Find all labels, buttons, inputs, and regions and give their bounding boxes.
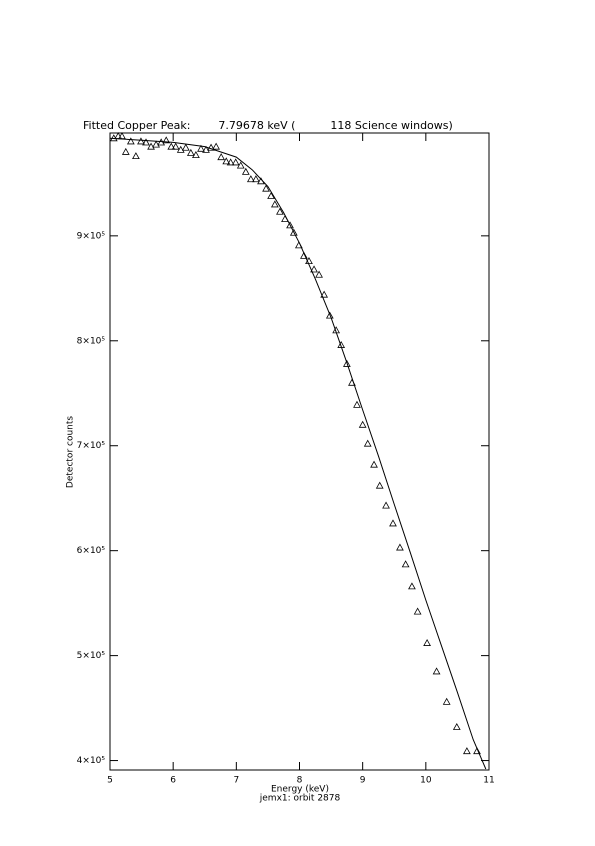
data-point bbox=[192, 151, 200, 158]
data-point bbox=[320, 290, 329, 298]
data-point bbox=[217, 153, 226, 161]
y-tick-label: 6×10⁵ bbox=[77, 546, 106, 556]
data-point bbox=[126, 137, 135, 145]
x-axis-label: Energy (keV) bbox=[271, 785, 329, 795]
y-tick-label: 7×10⁵ bbox=[77, 441, 106, 451]
data-point bbox=[176, 145, 185, 153]
y-tick-label: 8×10⁵ bbox=[77, 336, 106, 346]
data-point bbox=[452, 722, 461, 730]
data-point bbox=[207, 143, 215, 151]
data-point bbox=[286, 221, 294, 229]
data-point bbox=[315, 270, 323, 278]
data-point bbox=[432, 667, 441, 675]
data-point bbox=[337, 340, 346, 348]
data-point bbox=[382, 501, 390, 509]
data-point bbox=[157, 138, 166, 146]
data-point bbox=[289, 228, 298, 236]
data-point bbox=[300, 251, 308, 259]
data-point bbox=[202, 145, 210, 153]
x-tick-label: 10 bbox=[420, 776, 432, 786]
data-point bbox=[396, 543, 404, 551]
data-point bbox=[171, 142, 180, 150]
data-point bbox=[246, 175, 255, 183]
data-point bbox=[257, 177, 265, 185]
data-point bbox=[473, 747, 481, 755]
data-point bbox=[375, 481, 384, 489]
data-point bbox=[121, 147, 130, 155]
data-point bbox=[142, 138, 150, 146]
data-point bbox=[463, 747, 471, 755]
data-point bbox=[226, 158, 235, 166]
data-point bbox=[294, 241, 303, 249]
y-tick-label: 4×10⁵ bbox=[77, 756, 106, 766]
x-tick-label: 7 bbox=[233, 776, 239, 786]
data-point bbox=[186, 148, 195, 156]
data-point bbox=[197, 144, 205, 152]
fit-line bbox=[109, 137, 487, 770]
data-point bbox=[363, 439, 372, 447]
data-point bbox=[181, 143, 190, 151]
data-point bbox=[353, 400, 361, 408]
data-point bbox=[325, 311, 334, 319]
data-point bbox=[270, 200, 279, 208]
y-tick-label: 5×10⁵ bbox=[77, 651, 106, 661]
x-tick-label: 5 bbox=[107, 776, 113, 786]
data-point bbox=[442, 697, 451, 705]
data-point bbox=[332, 326, 341, 334]
data-point bbox=[370, 460, 378, 468]
data-point bbox=[132, 152, 140, 160]
data-point bbox=[408, 582, 416, 590]
data-point bbox=[401, 560, 410, 568]
data-point bbox=[231, 158, 240, 166]
chart-title: Fitted Copper Peak: 7.79678 keV ( 118 Sc… bbox=[83, 119, 453, 132]
x-tick-label: 11 bbox=[483, 776, 494, 786]
data-point bbox=[281, 215, 289, 223]
data-point bbox=[413, 607, 422, 615]
y-axis-label: Detector counts bbox=[66, 416, 76, 488]
data-point bbox=[118, 132, 126, 140]
data-point bbox=[305, 257, 313, 264]
data-point bbox=[342, 359, 351, 367]
data-point bbox=[252, 175, 260, 183]
data-point bbox=[348, 378, 356, 386]
data-point bbox=[137, 137, 145, 145]
x-tick-label: 9 bbox=[360, 776, 366, 786]
y-tick-label: 9×10⁵ bbox=[77, 231, 106, 241]
subtitle: jemx1: orbit 2878 bbox=[259, 794, 341, 804]
data-point bbox=[162, 136, 171, 144]
data-point bbox=[152, 140, 160, 148]
data-point bbox=[222, 157, 231, 165]
data-point bbox=[241, 167, 250, 175]
data-point bbox=[212, 142, 220, 150]
data-point bbox=[389, 519, 397, 527]
data-point bbox=[310, 265, 318, 273]
data-point bbox=[167, 142, 176, 150]
data-point bbox=[423, 638, 431, 646]
data-point bbox=[236, 161, 245, 169]
data-point bbox=[267, 191, 275, 199]
x-tick-label: 6 bbox=[170, 776, 176, 786]
data-point bbox=[147, 142, 155, 150]
x-tick-label: 8 bbox=[297, 776, 303, 786]
data-point bbox=[358, 420, 367, 428]
data-point bbox=[262, 184, 270, 192]
data-point bbox=[276, 207, 284, 215]
data-point bbox=[114, 132, 123, 140]
